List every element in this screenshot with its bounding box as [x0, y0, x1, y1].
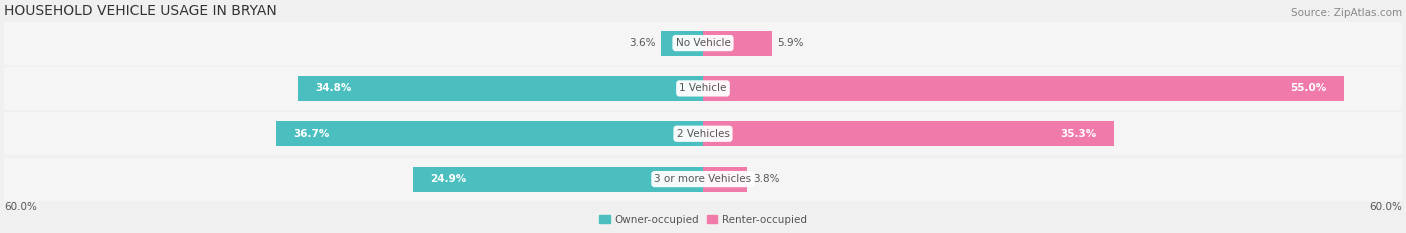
- Text: 3.6%: 3.6%: [628, 38, 655, 48]
- Text: 35.3%: 35.3%: [1060, 129, 1097, 139]
- Text: 2 Vehicles: 2 Vehicles: [676, 129, 730, 139]
- Text: 34.8%: 34.8%: [315, 83, 352, 93]
- Text: 3.8%: 3.8%: [754, 174, 779, 184]
- Bar: [4, 158, 1402, 201]
- Bar: [276, 121, 703, 146]
- Bar: [703, 76, 1344, 101]
- Text: 60.0%: 60.0%: [1369, 202, 1402, 212]
- Text: HOUSEHOLD VEHICLE USAGE IN BRYAN: HOUSEHOLD VEHICLE USAGE IN BRYAN: [4, 4, 277, 18]
- Text: Source: ZipAtlas.com: Source: ZipAtlas.com: [1291, 8, 1402, 18]
- Bar: [298, 76, 703, 101]
- Text: 55.0%: 55.0%: [1289, 83, 1326, 93]
- Legend: Owner-occupied, Renter-occupied: Owner-occupied, Renter-occupied: [595, 211, 811, 229]
- Text: 24.9%: 24.9%: [430, 174, 467, 184]
- Bar: [413, 167, 703, 192]
- Text: No Vehicle: No Vehicle: [675, 38, 731, 48]
- Bar: [703, 31, 772, 55]
- Text: 1 Vehicle: 1 Vehicle: [679, 83, 727, 93]
- Text: 60.0%: 60.0%: [4, 202, 37, 212]
- Text: 36.7%: 36.7%: [292, 129, 329, 139]
- Bar: [661, 31, 703, 55]
- Text: 5.9%: 5.9%: [778, 38, 804, 48]
- Bar: [4, 21, 1402, 65]
- Bar: [4, 112, 1402, 155]
- Bar: [4, 67, 1402, 110]
- Text: 3 or more Vehicles: 3 or more Vehicles: [654, 174, 752, 184]
- Bar: [703, 121, 1114, 146]
- Bar: [703, 167, 747, 192]
